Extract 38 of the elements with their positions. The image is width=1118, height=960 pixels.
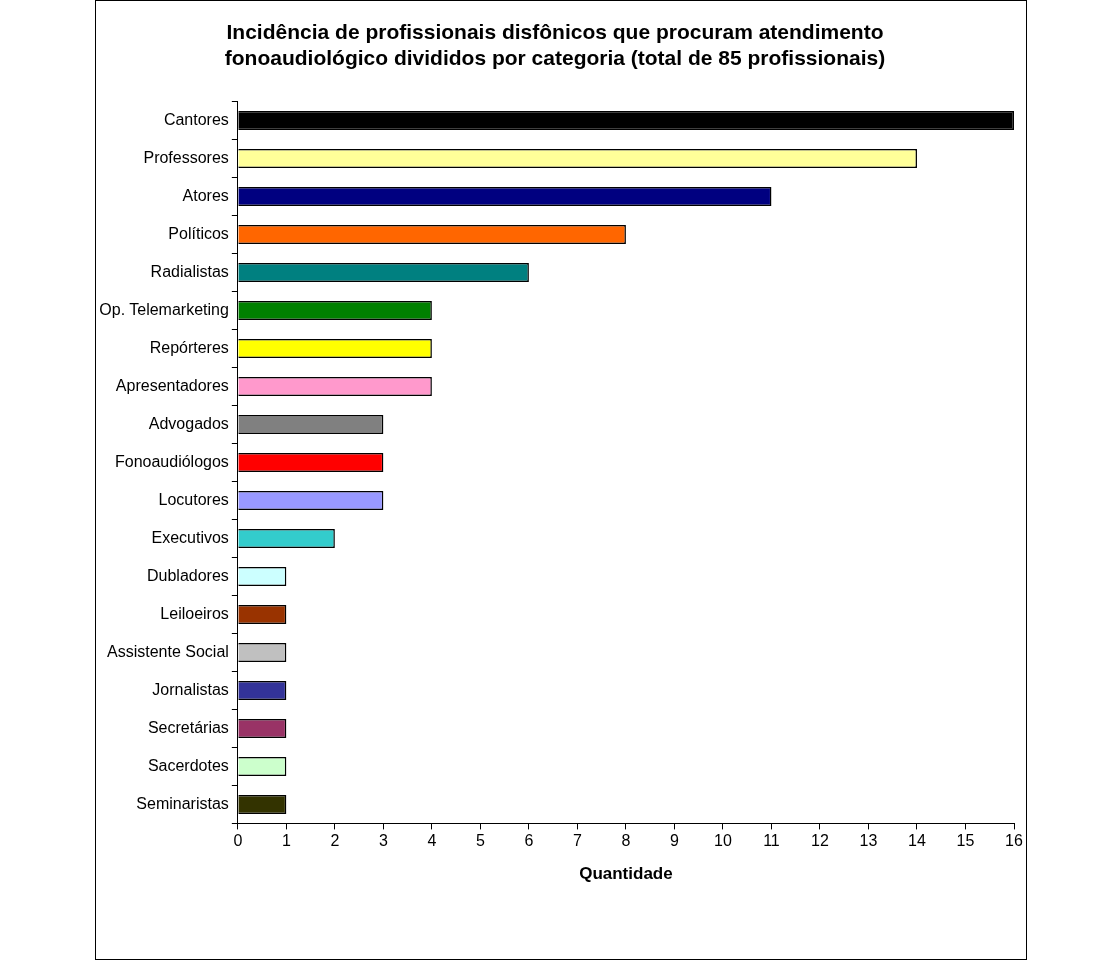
x-tick-label: 15: [956, 832, 975, 850]
y-tick-label: Fonoaudiólogos: [114, 452, 229, 470]
x-tick-label: 7: [572, 832, 582, 850]
y-tick-label: Atores: [182, 186, 229, 204]
x-tick-label: 16: [1005, 832, 1023, 850]
x-tick-label: 2: [330, 832, 340, 850]
x-tick-label: 6: [524, 832, 534, 850]
y-tick-label: Sacerdotes: [147, 756, 229, 774]
y-tick-label: Jornalistas: [152, 680, 229, 698]
x-tick-label: 5: [475, 832, 485, 850]
y-tick-label: Professores: [143, 148, 229, 166]
x-tick-label: 4: [427, 832, 437, 850]
y-tick-label: Dubladores: [147, 566, 229, 584]
y-tick-label: Seminaristas: [136, 794, 229, 812]
y-tick-label: Repórteres: [149, 338, 229, 356]
y-tick-label: Executivos: [151, 528, 229, 546]
x-axis-title: Quantidade: [579, 864, 673, 884]
y-tick-label: Radialistas: [150, 262, 229, 280]
x-tick-label: 14: [908, 832, 926, 850]
x-tick-label: 9: [669, 832, 679, 850]
x-tick-label: 0: [233, 832, 243, 850]
y-tick-label: Apresentadores: [115, 376, 229, 394]
y-tick-label: Assistente Social: [106, 642, 229, 660]
x-tick-label: 11: [763, 832, 780, 850]
y-tick-label: Op. Telemarketing: [99, 300, 229, 318]
x-tick-label: 1: [281, 832, 291, 850]
x-tick-label: 12: [811, 832, 829, 850]
chart-title: Incidência de profissionais disfônicos que procuram atendimento fonoaudiológico divididos por categoria (total de 85 profissionais): [224, 20, 886, 69]
y-tick-label: Locutores: [158, 490, 229, 508]
y-tick-label: Advogados: [148, 414, 229, 432]
y-tick-label: Leiloeiros: [160, 604, 229, 622]
x-tick-label: 3: [378, 832, 388, 850]
x-tick-label: 10: [714, 832, 732, 850]
x-tick-label: 8: [621, 832, 631, 850]
x-tick-label: 13: [859, 832, 878, 850]
y-tick-label: Cantores: [163, 110, 229, 128]
y-tick-label: Políticos: [168, 224, 229, 242]
y-tick-label: Secretárias: [147, 718, 229, 736]
